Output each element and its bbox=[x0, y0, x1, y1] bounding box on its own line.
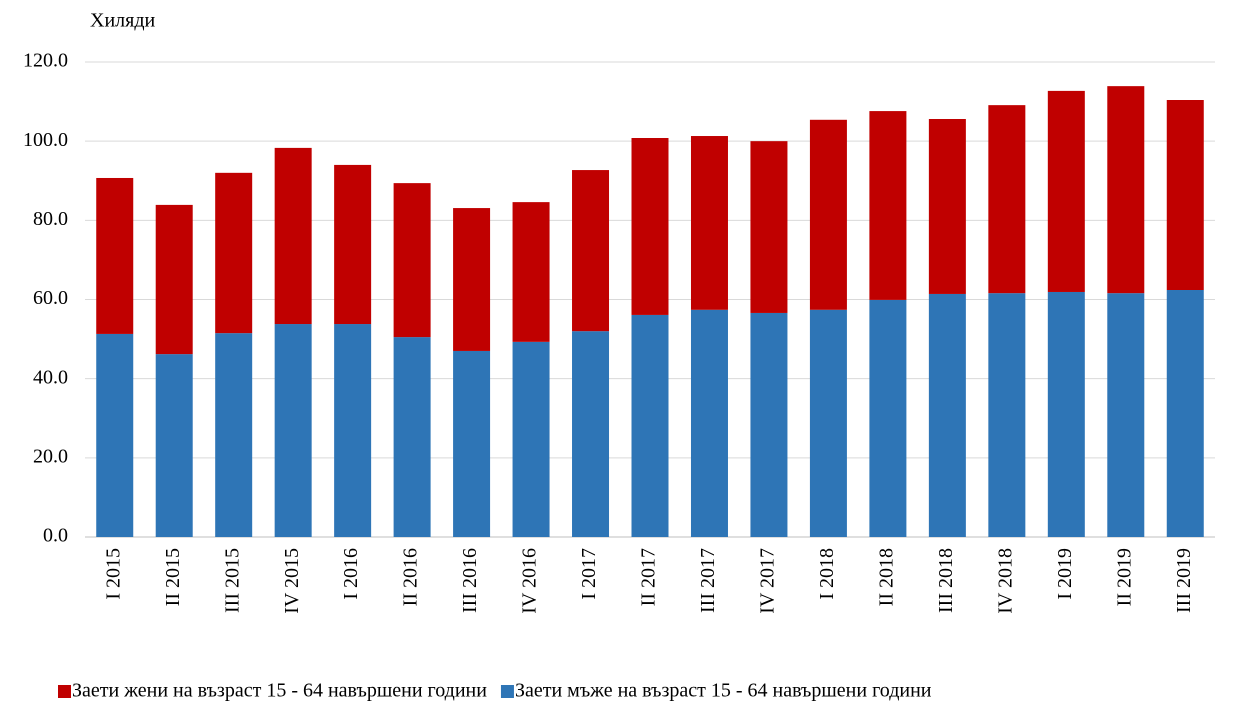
bar-segment bbox=[155, 354, 193, 537]
bar-segment bbox=[690, 309, 728, 537]
x-tick-label: III 2018 bbox=[935, 548, 957, 613]
legend-swatch bbox=[58, 685, 71, 698]
x-tick-label: II 2015 bbox=[162, 548, 184, 606]
bar-segment bbox=[631, 138, 669, 315]
legend-label: Заети жени на възраст 15 - 64 навършени … bbox=[72, 680, 487, 702]
x-tick-label: I 2017 bbox=[578, 548, 600, 600]
bar-segment bbox=[750, 141, 788, 313]
bar-segment bbox=[988, 105, 1026, 294]
x-tick-label: III 2019 bbox=[1173, 548, 1195, 613]
bar-segment bbox=[809, 309, 847, 537]
legend-label: Заети мъже на възраст 15 - 64 навършени … bbox=[515, 680, 932, 702]
x-tick-label: II 2016 bbox=[400, 548, 422, 606]
bar-segment bbox=[1107, 86, 1145, 294]
bar-segment bbox=[690, 136, 728, 310]
bar-segment bbox=[1166, 290, 1204, 537]
bar-segment bbox=[631, 314, 669, 537]
bar-segment bbox=[869, 299, 907, 537]
bar-segment bbox=[572, 331, 610, 537]
bar-segment bbox=[334, 324, 372, 537]
bar-segment bbox=[155, 204, 193, 355]
y-tick-label: 60.0 bbox=[33, 287, 68, 309]
bar-segment bbox=[274, 324, 312, 537]
bar-segment bbox=[512, 202, 550, 342]
bar-segment bbox=[572, 170, 610, 332]
y-tick-label: 80.0 bbox=[33, 208, 68, 230]
bar-segment bbox=[393, 337, 431, 537]
x-tick-label: IV 2016 bbox=[519, 548, 541, 614]
bar-segment bbox=[96, 333, 134, 537]
x-tick-label: I 2016 bbox=[340, 548, 362, 600]
bar-segment bbox=[750, 312, 788, 537]
y-tick-label: 120.0 bbox=[23, 50, 68, 72]
bar-segment bbox=[1047, 291, 1085, 537]
bar-segment bbox=[96, 177, 134, 334]
bar-segment bbox=[453, 350, 491, 537]
x-tick-label: III 2017 bbox=[697, 548, 719, 613]
y-tick-label: 100.0 bbox=[23, 129, 68, 151]
x-tick-label: II 2017 bbox=[638, 548, 660, 606]
x-tick-label: II 2019 bbox=[1113, 548, 1135, 606]
bar-segment bbox=[215, 172, 253, 334]
x-tick-label: IV 2018 bbox=[994, 548, 1016, 614]
bar-segment bbox=[928, 119, 966, 294]
x-tick-label: III 2015 bbox=[221, 548, 243, 613]
y-tick-label: 0.0 bbox=[43, 525, 68, 547]
bar-segment bbox=[1166, 100, 1204, 290]
x-tick-label: III 2016 bbox=[459, 548, 481, 613]
x-tick-label: IV 2015 bbox=[281, 548, 303, 614]
bar-segment bbox=[512, 341, 550, 537]
bar-segment bbox=[274, 147, 312, 325]
bar-segment bbox=[1107, 293, 1145, 537]
bar-segment bbox=[869, 111, 907, 300]
bar-segment bbox=[928, 293, 966, 537]
bar-segment bbox=[809, 119, 847, 310]
legend: Заети жени на възраст 15 - 64 навършени … bbox=[58, 680, 932, 702]
bar-segment bbox=[1047, 90, 1085, 292]
bar-segment bbox=[453, 208, 491, 351]
y-axis-label: Хиляди bbox=[90, 10, 156, 32]
x-tick-label: I 2015 bbox=[102, 548, 124, 600]
x-tick-label: IV 2017 bbox=[757, 548, 779, 614]
x-tick-label: I 2019 bbox=[1054, 548, 1076, 600]
y-tick-label: 40.0 bbox=[33, 366, 68, 388]
bar-segment bbox=[393, 183, 431, 338]
x-tick-label: II 2018 bbox=[875, 548, 897, 606]
x-tick-label: I 2018 bbox=[816, 548, 838, 600]
y-tick-label: 20.0 bbox=[33, 445, 68, 467]
bar-segment bbox=[988, 293, 1026, 537]
legend-swatch bbox=[500, 685, 514, 698]
bar-segment bbox=[215, 333, 253, 537]
bar-segment bbox=[334, 164, 372, 325]
